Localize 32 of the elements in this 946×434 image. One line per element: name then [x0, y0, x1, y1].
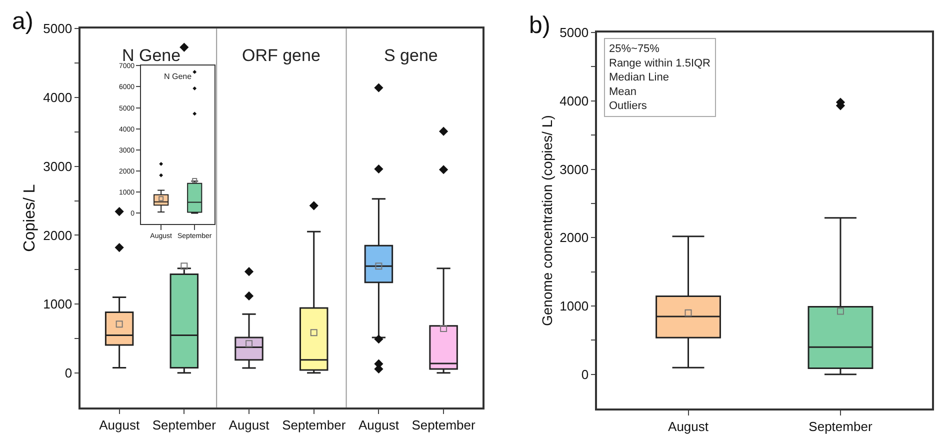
- y-tick-label: 1000: [560, 298, 589, 314]
- y-tick-label: 2000: [43, 228, 72, 243]
- annotation: Range within 1.5IQR: [609, 57, 711, 70]
- annotation: Outliers: [609, 100, 648, 112]
- x-tick-label: August: [358, 418, 400, 433]
- y-tick-label: 1000: [43, 296, 72, 312]
- y-tick-label: 0: [581, 366, 589, 382]
- annotation: ORF gene: [242, 46, 320, 65]
- x-tick-label: September: [412, 418, 476, 433]
- x-tick-label: September: [808, 418, 873, 434]
- x-tick-label: August: [228, 418, 270, 433]
- text: b): [529, 12, 550, 39]
- y-axis-title: Copies/ L: [22, 184, 39, 252]
- text: a): [12, 8, 34, 35]
- annotation: Mean: [609, 86, 637, 98]
- y-tick-label: 5000: [560, 25, 589, 40]
- y-tick-label: 0: [64, 365, 72, 380]
- x-tick-label: September: [152, 418, 217, 433]
- y-tick-label: 3000: [560, 162, 589, 177]
- y-tick-label: 2000: [560, 230, 589, 246]
- y-tick-label: 5000: [43, 21, 72, 36]
- annotation: S gene: [384, 46, 438, 65]
- x-tick-label: September: [282, 418, 346, 433]
- text: N Gene: [164, 72, 192, 81]
- y-tick-label: 3000: [43, 158, 72, 174]
- y-tick-label: 4000: [43, 90, 72, 106]
- x-tick-label: August: [668, 418, 709, 434]
- annotation: 25%~75%: [609, 43, 660, 55]
- y-axis-title: Genome concentration (copies/ L): [538, 115, 555, 326]
- annotation: Median Line: [609, 72, 669, 84]
- x-tick-label: August: [99, 418, 140, 433]
- y-tick-label: 4000: [560, 93, 589, 108]
